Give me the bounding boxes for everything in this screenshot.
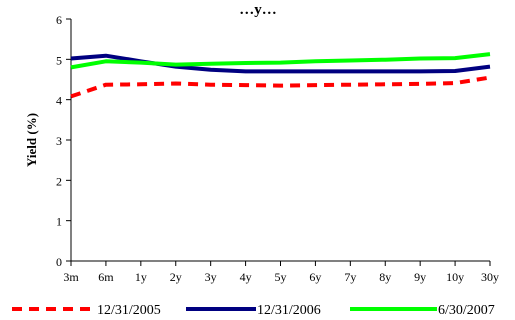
axes [70, 19, 490, 262]
legend-label-1: 12/31/2005 [97, 303, 161, 318]
chart-title: …y… [239, 2, 277, 18]
x-tick-label: 7y [344, 270, 356, 284]
series-lines [70, 52, 491, 99]
x-tick-label: 3y [205, 270, 217, 284]
x-tick-label: 3m [63, 270, 79, 284]
y-tick-label: 6 [56, 13, 62, 27]
x-tick-label: 5y [275, 270, 287, 284]
y-tick-label: 4 [56, 94, 62, 108]
legend: 12/31/2005 12/31/2006 6/30/2007 [12, 303, 495, 318]
series-line-1 [70, 75, 491, 99]
legend-label-3: 6/30/2007 [438, 303, 495, 318]
y-tick-label: 5 [56, 53, 62, 67]
y-tick-label: 2 [56, 174, 62, 188]
y-axis-title: Yield (%) [24, 113, 39, 167]
x-tick-label: 8y [379, 270, 391, 284]
x-tick-label: 10y [446, 270, 464, 284]
x-tick-labels: 3m 6m 1y 2y 3y 4y 5y 6y 7y 8y 9y 10y 30y [63, 261, 499, 284]
y-tick-labels: 0 1 2 3 4 5 6 [56, 13, 71, 269]
x-tick-label: 6m [98, 270, 114, 284]
x-tick-label: 9y [414, 270, 426, 284]
x-tick-label: 1y [135, 270, 147, 284]
legend-label-2: 12/31/2006 [257, 303, 321, 318]
x-tick-label: 30y [481, 270, 499, 284]
series-line-3 [70, 52, 491, 70]
y-tick-label: 3 [56, 134, 62, 148]
y-tick-label: 1 [56, 215, 62, 229]
x-tick-label: 6y [309, 270, 321, 284]
x-tick-label: 2y [170, 270, 182, 284]
x-tick-label: 4y [240, 270, 252, 284]
y-tick-label: 0 [56, 255, 62, 269]
